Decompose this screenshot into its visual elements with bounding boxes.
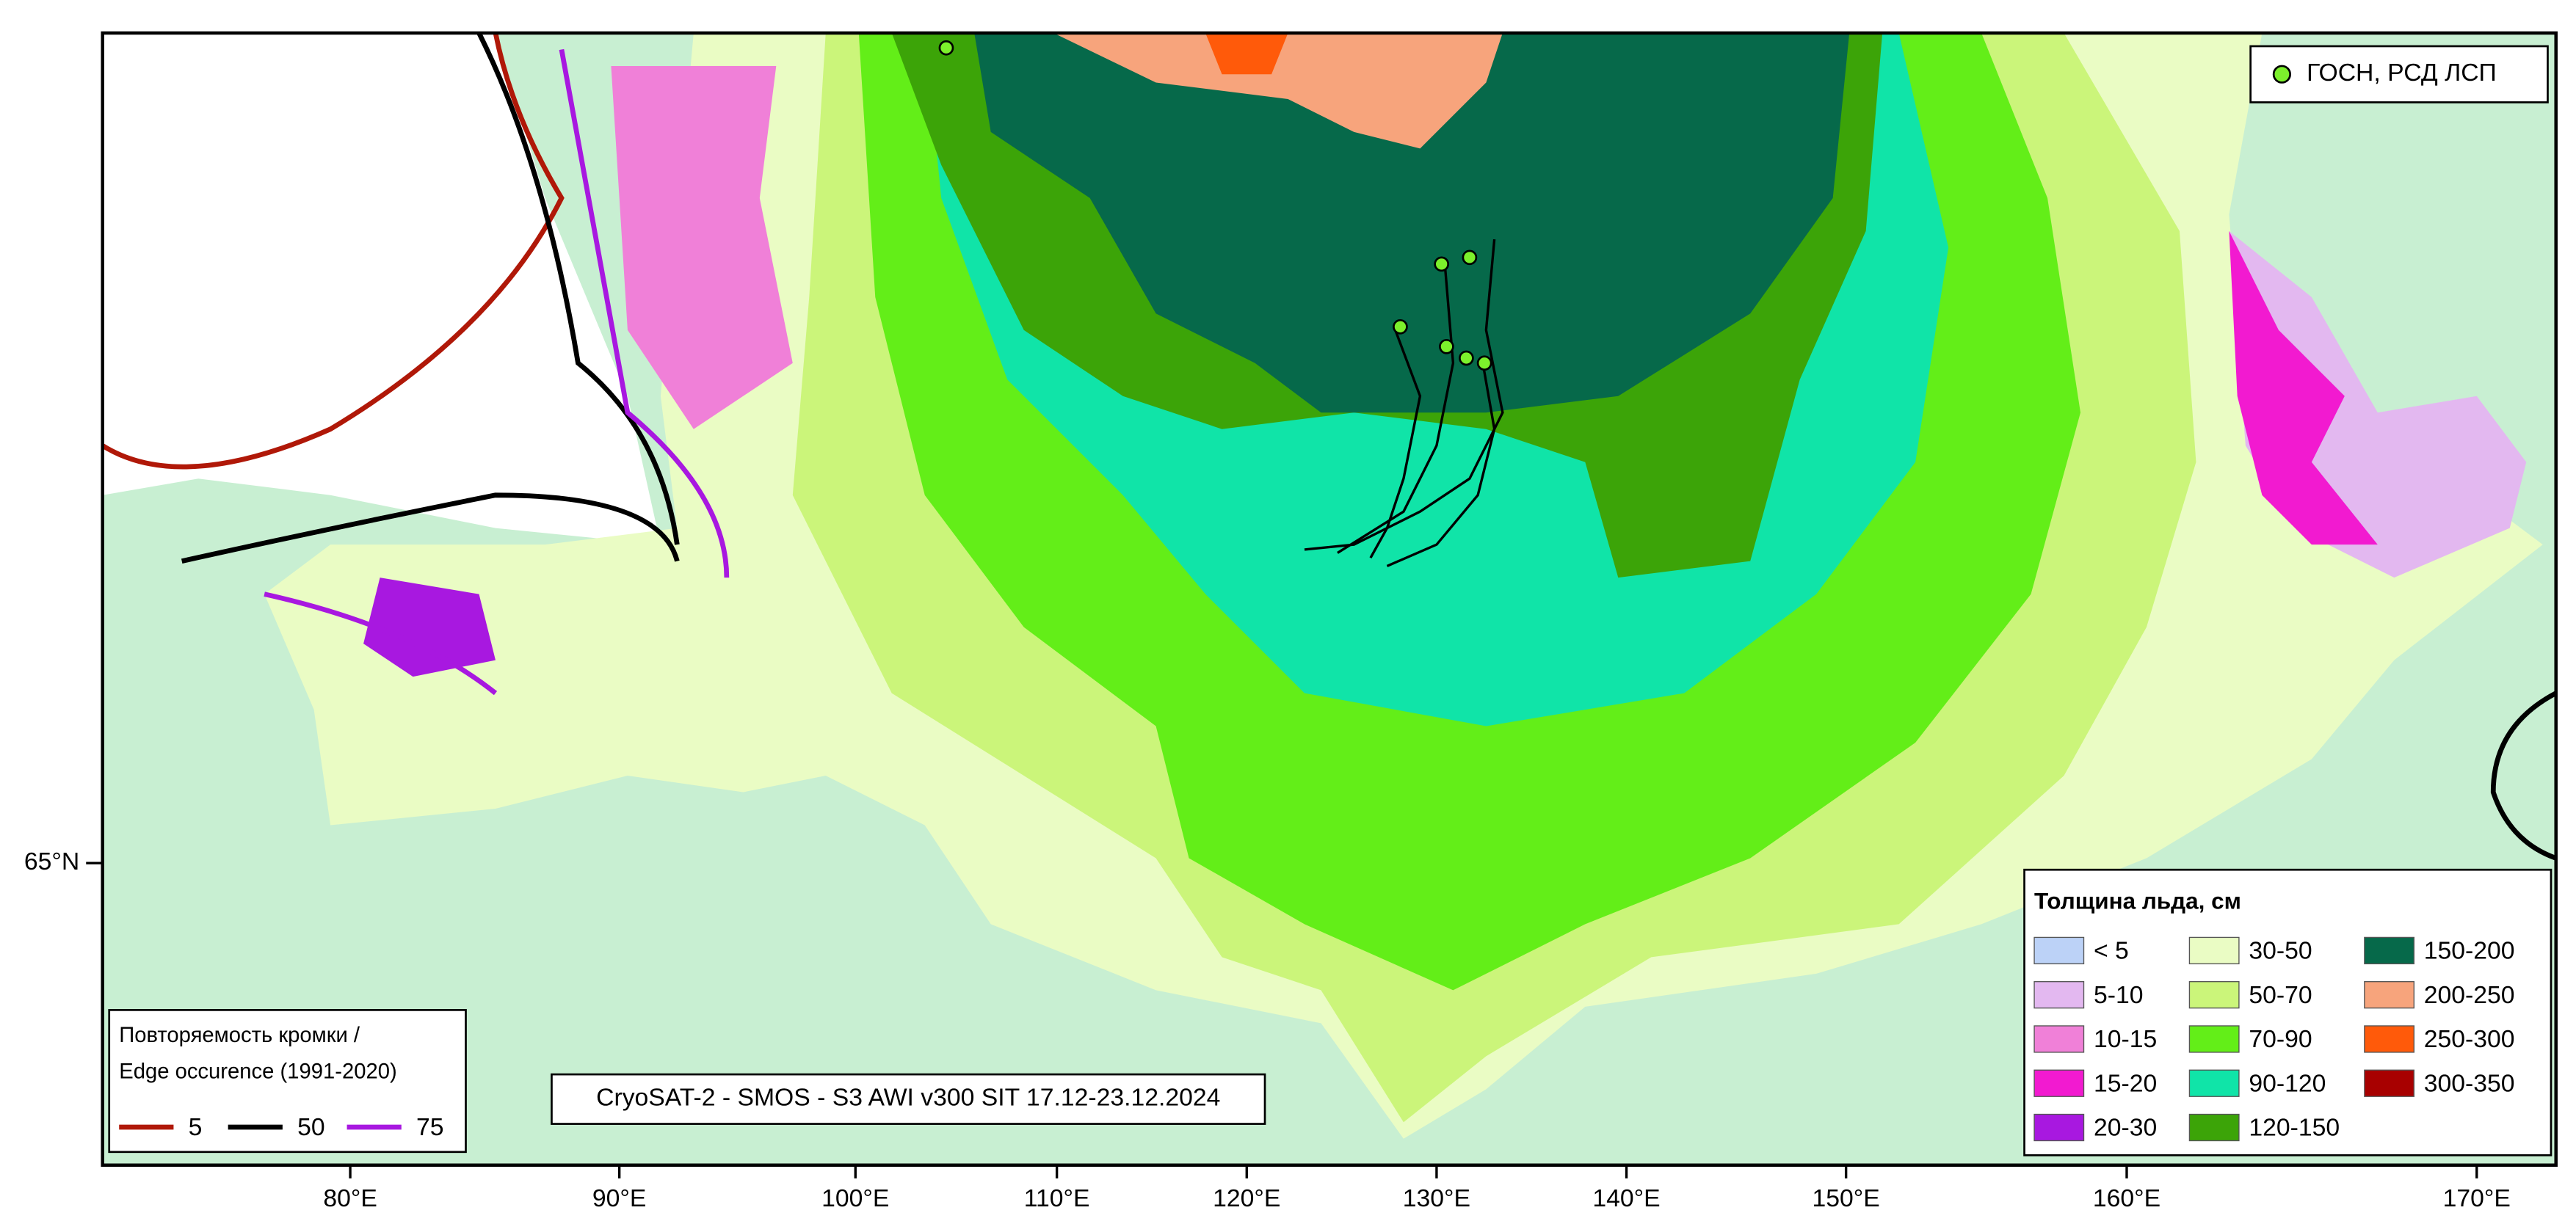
thickness-label: 120-150 [2249,1114,2340,1142]
ice-10-15 [611,65,793,429]
lon-label: 90°E [592,1184,646,1212]
map-frame [101,31,2558,1168]
thickness-legend-title: Толщина льда, см [2034,889,2241,914]
thickness-label: 5-10 [2094,981,2144,1009]
thickness-label: 90-120 [2249,1069,2326,1097]
lon-label: 100°E [821,1184,889,1212]
edge-line-5 [101,32,565,470]
station-point [1439,338,1454,354]
edge-legend-label: 75 [416,1113,444,1141]
lon-label: 140°E [1592,1184,1660,1212]
edge-legend-label: 50 [297,1113,325,1141]
thickness-swatch [2364,1069,2414,1097]
edge-line-50-east [2490,691,2558,861]
drift-stations [938,40,1492,371]
thickness-swatch [2188,1025,2240,1053]
ice-200-250 [1053,32,1503,149]
map-area [101,32,2558,1165]
lon-label: 170°E [2443,1184,2511,1212]
drift-track [1386,363,1496,567]
thickness-label: 70-90 [2249,1025,2312,1053]
thickness-swatch [2188,1069,2240,1097]
thickness-legend-box [2023,868,2553,1156]
lon-labels: 80°E 90°E 100°E 110°E 120°E 130°E 140°E 150°E 16… [323,1165,2511,1212]
station-point [1462,249,1478,266]
ice-250-300 [1205,32,1288,75]
lat-label: 65°N [24,848,79,875]
edge-legend-items: 5 50 75 [119,1113,444,1141]
station-point [938,40,954,56]
thickness-swatch [2033,1025,2085,1053]
open-water [102,32,661,545]
thickness-swatch [2364,1025,2414,1053]
thickness-swatch [2033,936,2085,965]
station-point [1459,350,1474,366]
caption: CryoSAT-2 - SMOS - S3 AWI v300 SIT 17.12… [596,1084,1220,1112]
edge-line-50 [181,32,680,564]
thickness-label: < 5 [2094,937,2129,965]
drift-track [1369,329,1422,558]
drift-track [1304,238,1504,551]
edge-legend-title: Edge occurence (1991-2020) [119,1060,396,1084]
lon-label: 80°E [323,1184,377,1212]
thickness-swatch [2033,981,2085,1009]
thickness-swatch [2188,981,2240,1009]
thickness-label: 300-350 [2424,1069,2515,1097]
station-point [1434,256,1450,272]
lon-label: 120°E [1213,1184,1280,1212]
points-legend-box [2249,45,2549,103]
drift-tracks [1304,238,1504,567]
edge-legend-label: 5 [189,1113,203,1141]
thickness-label: 30-50 [2249,937,2312,965]
ice-150-200 [974,32,1850,413]
thickness-swatch [2033,1113,2085,1142]
thickness-swatch [2364,936,2414,965]
caption-box [551,1073,1266,1125]
thickness-swatch [2364,981,2414,1009]
thickness-swatch [2033,1069,2085,1097]
lon-label: 160°E [2093,1184,2160,1212]
station-point [1393,318,1408,335]
thickness-label: 200-250 [2424,981,2515,1009]
ice-15-20 [2229,230,2378,545]
thickness-swatch [2188,936,2240,965]
thickness-label: 10-15 [2094,1025,2157,1053]
thickness-label: 250-300 [2424,1025,2515,1053]
thickness-label: 20-30 [2094,1114,2157,1142]
station-point [1476,355,1492,371]
thickness-legend-items: < 5 5-10 10-15 15-20 20-30 30-50 50-70 70-90 90-… [2033,936,2515,1142]
ice-20-30 [363,578,496,677]
drift-track [1337,263,1455,554]
lon-label: 150°E [1813,1184,1880,1212]
edge-legend-title: Повторяемость кромки / [119,1024,360,1047]
lon-label: 110°E [1024,1184,1090,1212]
thickness-label: 50-70 [2249,981,2312,1009]
points-legend-marker [2272,65,2291,84]
thickness-label: 150-200 [2424,937,2515,965]
points-legend-label: ГОСН, РСД ЛСП [2307,59,2497,87]
thickness-swatch [2188,1113,2240,1142]
edge-line-75 [264,48,730,696]
thickness-label: 15-20 [2094,1069,2157,1097]
lon-label: 130°E [1403,1184,1470,1212]
